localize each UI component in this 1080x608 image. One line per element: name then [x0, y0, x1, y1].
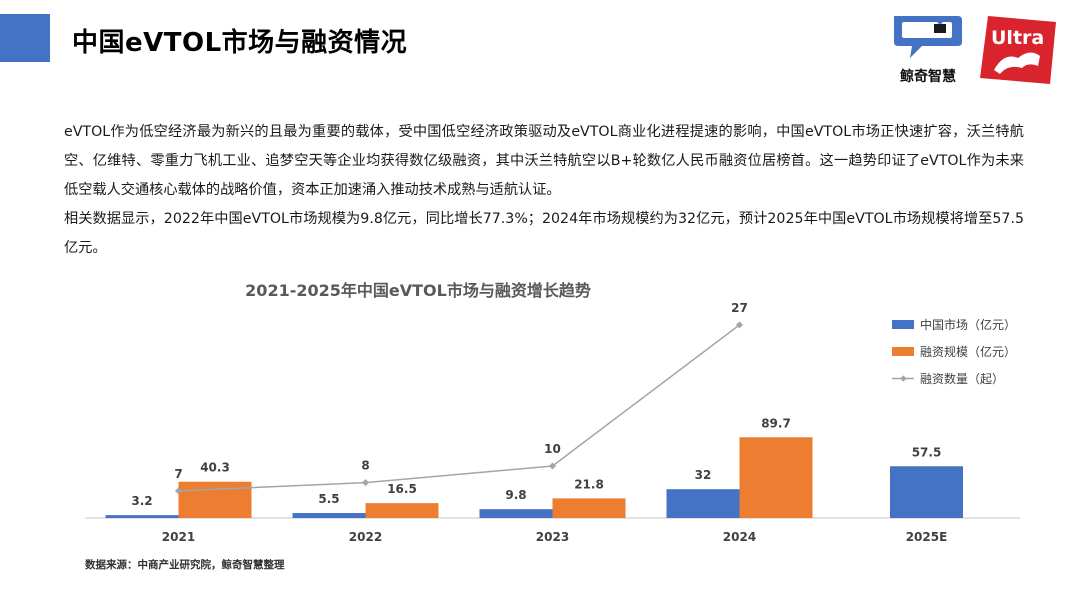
line-point	[735, 321, 744, 329]
x-tick-label: 2025E	[906, 530, 948, 544]
line-point	[361, 479, 370, 487]
bar-data-label: 21.8	[574, 477, 604, 491]
line-data-label: 10	[544, 442, 561, 456]
whale-logo-icon	[894, 16, 962, 58]
bar-data-label: 40.3	[200, 461, 230, 475]
page-title: 中国eVTOL市场与融资情况	[72, 28, 408, 58]
ultra-logo-icon: Ultra	[980, 16, 1056, 84]
bar-data-label: 5.5	[318, 492, 339, 506]
bar-financing-scale	[552, 498, 626, 518]
legend-marker	[900, 375, 907, 382]
x-tick-label: 2023	[536, 530, 569, 544]
bar-data-label: 9.8	[505, 488, 526, 502]
bar-market	[666, 489, 740, 518]
whale-logo-text: 鲸奇智慧	[900, 69, 956, 85]
whale-logo: 鲸奇智慧	[888, 12, 968, 85]
bar-data-label: 32	[695, 468, 712, 482]
bar-market	[292, 513, 366, 518]
bar-data-label: 3.2	[131, 494, 152, 508]
bar-market	[890, 466, 963, 518]
legend-label: 中国市场（亿元）	[920, 317, 1016, 332]
x-tick-label: 2021	[162, 530, 195, 544]
growth-chart: 2021-2025年中国eVTOL市场与融资增长趋势 2021 3.2 40.3 20…	[85, 281, 1020, 544]
ultra-logo-text: Ultra	[991, 27, 1044, 49]
body-paragraph-2: 相关数据显示，2022年中国eVTOL市场规模为9.8亿元，同比增长77.3%；…	[64, 211, 1024, 256]
line-financing-count	[178, 324, 740, 492]
body-text: eVTOL作为低空经济最为新兴的且最为重要的载体，受中国低空经济政策驱动及eVT…	[64, 118, 1024, 263]
legend-label: 融资规模（亿元）	[920, 344, 1016, 359]
bar-market	[105, 515, 179, 518]
bar-data-label: 57.5	[912, 445, 942, 459]
accent-square	[0, 14, 50, 62]
bar-financing-scale	[365, 503, 439, 518]
legend-swatch	[892, 347, 914, 356]
body-paragraph-1: eVTOL作为低空经济最为新兴的且最为重要的载体，受中国低空经济政策驱动及eVT…	[64, 124, 1024, 198]
legend-label: 融资数量（起）	[920, 371, 1004, 386]
source-note: 数据来源：中商产业研究院，鲸奇智慧整理	[85, 559, 285, 571]
x-tick-label: 2022	[349, 530, 382, 544]
bar-financing-scale	[178, 481, 252, 518]
x-tick-label: 2024	[723, 530, 756, 544]
ultra-logo: Ultra	[978, 12, 1058, 86]
bar-data-label: 89.7	[761, 416, 791, 430]
bar-data-label: 16.5	[387, 482, 417, 496]
line-data-label: 8	[361, 459, 369, 473]
bar-financing-scale	[739, 437, 813, 518]
chart-title: 2021-2025年中国eVTOL市场与融资增长趋势	[245, 281, 591, 300]
line-data-label: 27	[731, 301, 748, 315]
bar-market	[479, 509, 553, 518]
line-point	[548, 462, 557, 470]
legend-swatch	[892, 320, 914, 329]
line-point	[174, 487, 183, 495]
line-data-label: 7	[174, 467, 182, 481]
